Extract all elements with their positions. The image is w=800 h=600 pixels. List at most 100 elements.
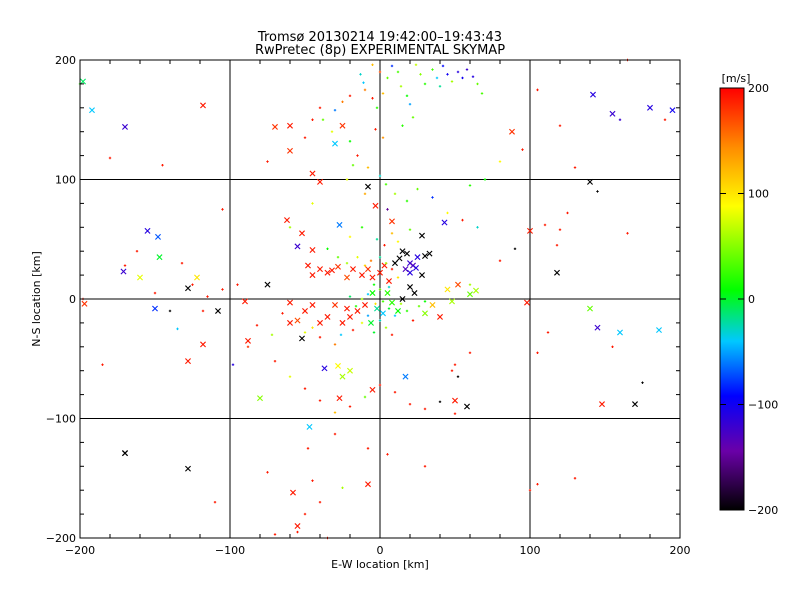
data-point-plus-marker [363, 88, 367, 92]
data-point-plus-marker [441, 64, 445, 68]
data-point-plus-marker [558, 228, 562, 231]
data-point-x-marker [632, 401, 638, 408]
data-point-x-marker [422, 310, 428, 317]
data-point-plus-marker [366, 293, 370, 296]
data-point-plus-marker [468, 184, 472, 187]
y-tick-label: 200 [55, 54, 76, 67]
data-point-plus-marker [318, 106, 322, 109]
data-point-plus-marker [101, 363, 104, 366]
data-point-x-marker [396, 255, 403, 262]
data-point-plus-marker [135, 250, 139, 253]
data-point-plus-marker [461, 76, 464, 80]
data-point-plus-marker [360, 226, 364, 229]
data-point-plus-marker [390, 333, 394, 337]
data-point-x-marker [426, 250, 433, 257]
colorbar-tick-label: 200 [748, 82, 769, 95]
data-point-plus-marker [408, 228, 412, 231]
data-point-plus-marker [453, 412, 457, 415]
data-point-x-marker [81, 300, 88, 307]
data-point-plus-marker [423, 465, 427, 468]
data-point-plus-marker [273, 359, 277, 363]
data-point-x-marker [336, 221, 343, 228]
data-point-x-marker [402, 266, 409, 273]
data-point-plus-marker [363, 264, 367, 267]
data-point-x-marker [524, 299, 530, 306]
y-tick-label: −100 [46, 413, 76, 426]
data-point-x-marker [317, 178, 323, 185]
data-point-plus-marker [618, 118, 622, 121]
data-point-plus-marker [438, 400, 442, 403]
data-point-x-marker [386, 278, 392, 285]
data-point-plus-marker [326, 247, 329, 251]
y-tick-label: 0 [69, 293, 76, 306]
data-point-x-marker [411, 290, 418, 297]
data-point-x-marker [347, 313, 353, 320]
data-point-x-marker [407, 284, 413, 291]
data-point-plus-marker [393, 314, 397, 317]
data-point-x-marker [347, 367, 353, 374]
grid-lines [79, 59, 681, 539]
data-point-plus-marker [536, 483, 539, 486]
data-point-plus-marker [288, 226, 292, 229]
data-point-plus-marker [396, 276, 400, 279]
data-point-x-marker [317, 266, 323, 273]
data-point-plus-marker [303, 136, 307, 139]
data-point-x-marker [272, 123, 278, 130]
data-point-plus-marker [330, 130, 334, 133]
data-point-plus-marker [417, 304, 421, 308]
data-point-plus-marker [378, 319, 382, 322]
data-point-plus-marker [348, 140, 352, 143]
data-point-x-marker [89, 107, 95, 114]
data-point-plus-marker [419, 73, 422, 76]
data-point-x-marker [441, 219, 448, 226]
data-point-plus-marker [566, 211, 569, 215]
data-point-plus-marker [311, 202, 314, 205]
data-point-x-marker [369, 386, 376, 393]
data-point-plus-marker [333, 108, 337, 112]
data-point-x-marker [437, 313, 443, 320]
data-point-x-marker [590, 91, 596, 98]
data-point-plus-marker [453, 363, 457, 366]
data-point-x-marker [155, 233, 161, 240]
data-point-plus-marker [378, 255, 382, 259]
data-point-plus-marker [296, 530, 299, 534]
data-point-plus-marker [303, 387, 307, 390]
data-point-plus-marker [176, 327, 179, 331]
data-point-x-marker [464, 403, 470, 410]
data-point-plus-marker [468, 351, 472, 354]
chart-subtitle: RwPretec (8p) EXPERIMENTAL SKYMAP [254, 43, 506, 58]
data-point-plus-marker [318, 336, 322, 339]
data-point-plus-marker [374, 128, 377, 131]
data-point-plus-marker [431, 68, 434, 71]
data-point-x-marker [656, 327, 662, 334]
data-point-x-marker [287, 299, 293, 306]
data-point-plus-marker [311, 118, 314, 121]
data-point-x-marker [344, 274, 350, 281]
data-point-x-marker [372, 202, 379, 209]
data-point-plus-marker [378, 288, 382, 291]
data-point-plus-marker [378, 174, 382, 178]
data-point-x-marker [389, 218, 395, 225]
data-point-plus-marker [362, 81, 365, 84]
data-point-plus-marker [366, 447, 370, 450]
data-point-plus-marker [386, 76, 389, 80]
data-point-x-marker [669, 107, 676, 114]
data-point-plus-marker [423, 407, 427, 411]
data-point-x-marker [384, 290, 391, 297]
data-point-x-marker [245, 337, 251, 344]
data-point-plus-marker [369, 259, 373, 262]
data-point-x-marker [324, 269, 331, 276]
colorbar-tick-label: −100 [748, 399, 778, 412]
data-point-plus-marker [372, 283, 376, 286]
data-point-plus-marker [390, 64, 394, 68]
x-tick-label: −100 [215, 544, 245, 557]
data-point-x-marker [306, 423, 313, 430]
data-point-x-marker [617, 329, 623, 336]
data-point-plus-marker [339, 333, 343, 337]
data-point-plus-marker [416, 187, 419, 191]
data-point-plus-marker [153, 291, 157, 295]
data-point-plus-marker [366, 166, 370, 169]
data-point-x-marker [399, 296, 406, 302]
y-axis-label: N-S location [km] [30, 251, 43, 347]
data-point-plus-marker [386, 453, 389, 456]
